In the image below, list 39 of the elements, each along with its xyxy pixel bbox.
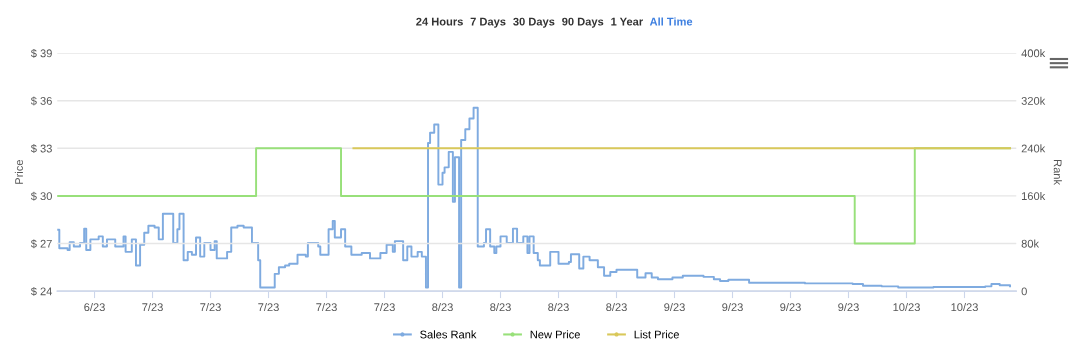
y-axis-title: Price — [14, 159, 23, 184]
x-tick-label: 9/23 — [838, 302, 859, 312]
text: 7 Days — [470, 17, 506, 28]
y2-tick-label: 160k — [1021, 191, 1046, 201]
x-tick-label: 9/23 — [664, 302, 685, 312]
y2-tick-label: 80k — [1021, 239, 1040, 248]
x-tick-label: 6/23 — [84, 302, 105, 312]
x-tick-label: 7/23 — [200, 302, 221, 312]
x-tick-label: 7/23 — [316, 302, 337, 312]
y-tick-label: $ 24 — [30, 286, 53, 296]
x-tick-label: 9/23 — [780, 302, 801, 312]
y2-tick-label: 240k — [1021, 144, 1046, 153]
y-tick-label: $ 27 — [30, 239, 52, 249]
y2-tick-label: 0 — [1021, 287, 1027, 296]
y-tick-label: $ 39 — [30, 48, 52, 58]
text: 30 Days — [513, 17, 555, 28]
x-tick-label: 10/23 — [951, 302, 978, 312]
legend-label: Sales Rank — [420, 330, 477, 339]
x-tick-label: 7/23 — [142, 302, 163, 312]
legend-label: New Price — [530, 330, 580, 339]
x-tick-label: 8/23 — [606, 302, 627, 312]
x-tick-label: 8/23 — [548, 302, 569, 312]
x-tick-label: 10/23 — [893, 302, 920, 312]
text: 1 Year — [611, 17, 643, 26]
x-tick-label: 8/23 — [490, 302, 511, 312]
x-tick-label: 7/23 — [258, 302, 279, 312]
text: 90 Days — [562, 17, 604, 28]
text: 24 Hours — [416, 17, 463, 26]
y2-tick-label: 320k — [1021, 96, 1046, 105]
y-tick-label: $ 33 — [30, 144, 52, 154]
y-tick-label: $ 30 — [30, 191, 52, 201]
y-tick-label: $ 36 — [30, 96, 52, 106]
y2-axis-title: Rank — [1053, 160, 1062, 186]
y2-tick-label: 400k — [1021, 49, 1046, 58]
legend-label: List Price — [634, 330, 679, 339]
x-tick-label: 9/23 — [722, 302, 743, 312]
text: All Time — [649, 17, 693, 26]
x-tick-label: 7/23 — [374, 302, 395, 312]
x-tick-label: 8/23 — [432, 302, 453, 312]
